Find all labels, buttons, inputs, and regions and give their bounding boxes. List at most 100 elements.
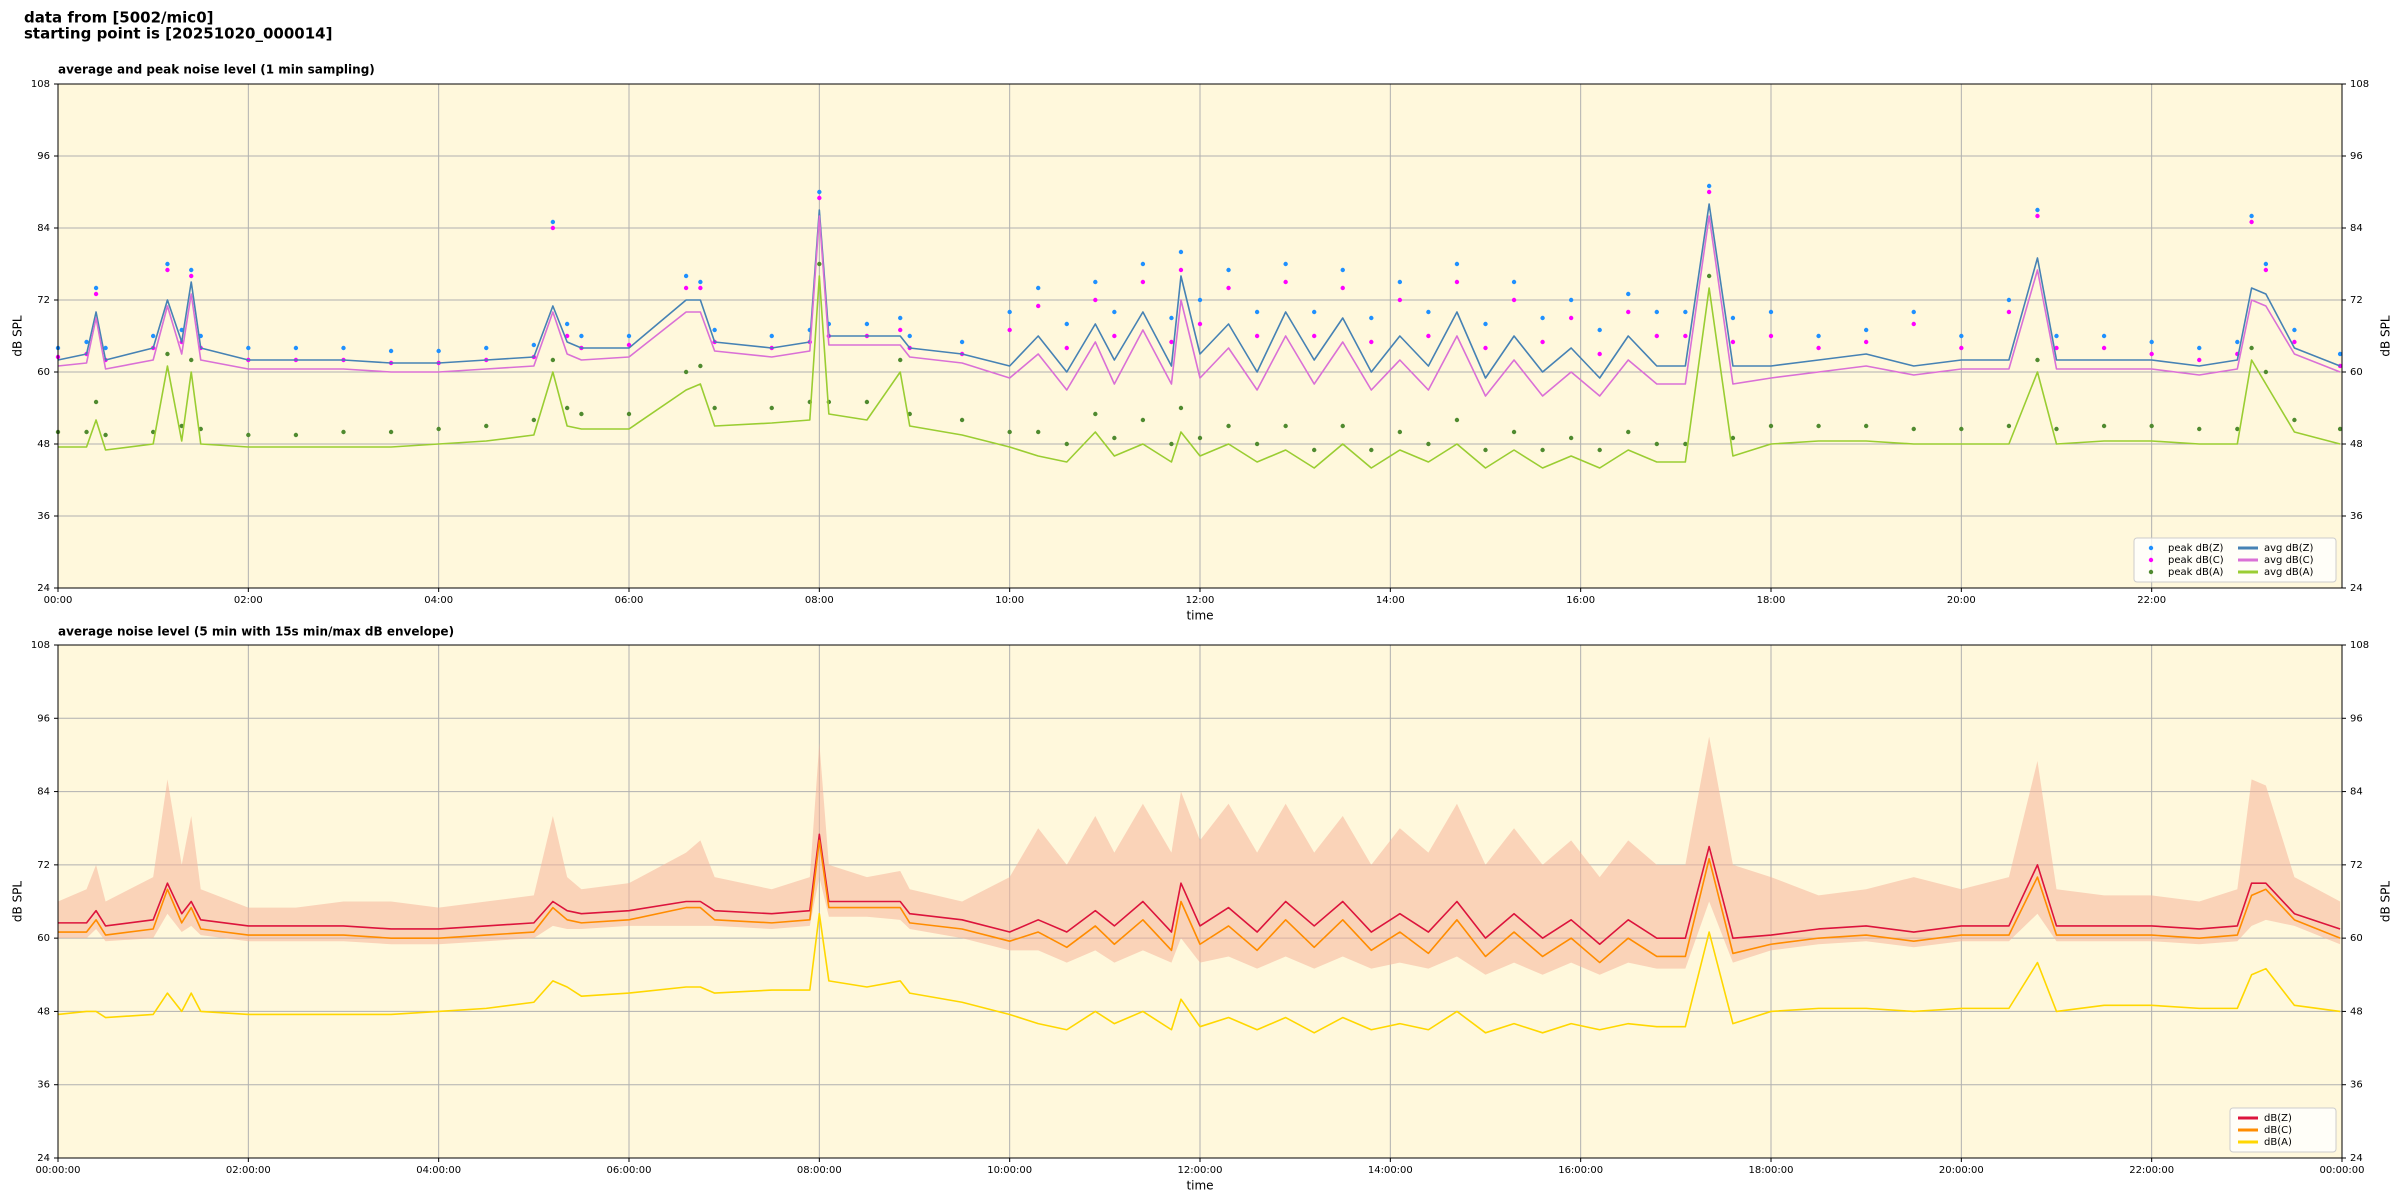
plot-frame [57, 644, 2343, 1159]
x-tick-label: 16:00:00 [1558, 1165, 1603, 1176]
peak-point [1597, 447, 1602, 453]
y-tick-label: 96 [37, 713, 50, 724]
y-tick-label: 60 [37, 367, 50, 378]
x-tick-label: 12:00:00 [1178, 1165, 1223, 1176]
peak-point [1093, 279, 1098, 285]
x-tick-label: 18:00 [1757, 595, 1786, 606]
x-tick-label: 02:00 [234, 595, 263, 606]
legend-label: avg dB(Z) [2264, 543, 2314, 554]
peak-point [1283, 261, 1288, 267]
envelope-band [58, 736, 2341, 975]
peak-point [1007, 309, 1012, 315]
legend: peak dB(Z)peak dB(C)peak dB(A)avg dB(Z)a… [2133, 537, 2337, 583]
peak-point [1654, 333, 1660, 339]
peak-point [2197, 357, 2202, 363]
x-tick-label: 14:00 [1376, 595, 1405, 606]
legend-label: peak dB(C) [2168, 555, 2224, 566]
peak-point [1340, 423, 1345, 429]
peak-point [2249, 219, 2254, 225]
legend: dB(Z)dB(C)dB(A) [2229, 1107, 2337, 1153]
peak-point [1226, 423, 1231, 429]
x-tick-label: 20:00:00 [1939, 1165, 1984, 1176]
peak-point [1959, 333, 1964, 339]
peak-point [1340, 267, 1345, 273]
legend-label: avg dB(C) [2264, 555, 2314, 566]
peak-point [293, 432, 299, 438]
peak-point [1816, 345, 1821, 351]
peak-point [2149, 351, 2154, 357]
peak-point [769, 405, 774, 411]
peak-point [1597, 351, 1602, 357]
peak-point [1178, 405, 1184, 411]
peak-point [484, 423, 489, 429]
panel-title: average and peak noise level (1 min samp… [58, 63, 375, 77]
peak-point [864, 399, 870, 405]
peak-point [1312, 333, 1317, 339]
y-tick-label: 48 [37, 439, 50, 450]
y2-tick-label: 36 [2350, 511, 2363, 522]
peak-point [1254, 333, 1260, 339]
peak-point [165, 351, 170, 357]
peak-point [436, 348, 441, 354]
peak-point [2197, 345, 2202, 351]
peak-point [1226, 267, 1231, 273]
y2-tick-label: 24 [2350, 583, 2363, 594]
peak-point [1816, 423, 1821, 429]
peak-point [341, 345, 346, 351]
peak-point [698, 279, 703, 285]
legend-label: peak dB(A) [2168, 567, 2224, 578]
y-tick-label: 36 [37, 1080, 50, 1091]
peak-point [1397, 297, 1403, 303]
peak-point [2337, 351, 2343, 357]
peak-point [1178, 249, 1184, 255]
peak-point [103, 345, 108, 351]
peak-point [1730, 315, 1736, 321]
x-tick-label: 06:00 [615, 595, 644, 606]
peak-point [84, 339, 89, 345]
peak-point [817, 195, 822, 201]
peak-point [1397, 279, 1403, 285]
peak-point [1369, 315, 1374, 321]
peak-point [2263, 369, 2269, 375]
header-line: data from [5002/mic0] [24, 9, 214, 27]
y2-tick-label: 96 [2350, 713, 2363, 724]
y-tick-label: 96 [37, 151, 50, 162]
y-tick-label: 48 [37, 1006, 50, 1017]
y2-tick-label: 24 [2350, 1153, 2363, 1164]
peak-point [1683, 441, 1688, 447]
peak-point [1911, 321, 1916, 327]
peak-point [579, 333, 584, 339]
peak-point [698, 285, 703, 291]
peak-point [712, 405, 717, 411]
peak-point [189, 357, 194, 363]
peak-point [1730, 339, 1736, 345]
peak-point [864, 321, 870, 327]
peak-point [1140, 417, 1146, 423]
series-line [57, 215, 2341, 397]
peak-point [179, 423, 184, 429]
peak-point [698, 363, 703, 369]
legend-label: avg dB(A) [2264, 567, 2314, 578]
peak-point [1112, 309, 1117, 315]
y-tick-label: 72 [37, 860, 50, 871]
legend-marker [2148, 557, 2154, 563]
x-tick-label: 02:00:00 [226, 1165, 271, 1176]
peak-point [1254, 309, 1260, 315]
series-line [58, 833, 2341, 946]
peak-point [1036, 429, 1041, 435]
peak-point [1093, 297, 1098, 303]
peak-point [550, 219, 556, 225]
x-tick-label: 12:00 [1186, 595, 1215, 606]
peak-point [103, 432, 108, 438]
peak-point [2292, 327, 2297, 333]
peak-point [2006, 423, 2012, 429]
peak-point [531, 342, 537, 348]
peak-point [2149, 339, 2154, 345]
peak-point [1340, 285, 1345, 291]
peak-point [150, 333, 156, 339]
legend-label: dB(A) [2264, 1137, 2292, 1148]
peak-point [1911, 426, 1916, 432]
peak-point [1863, 423, 1869, 429]
peak-point [246, 345, 251, 351]
